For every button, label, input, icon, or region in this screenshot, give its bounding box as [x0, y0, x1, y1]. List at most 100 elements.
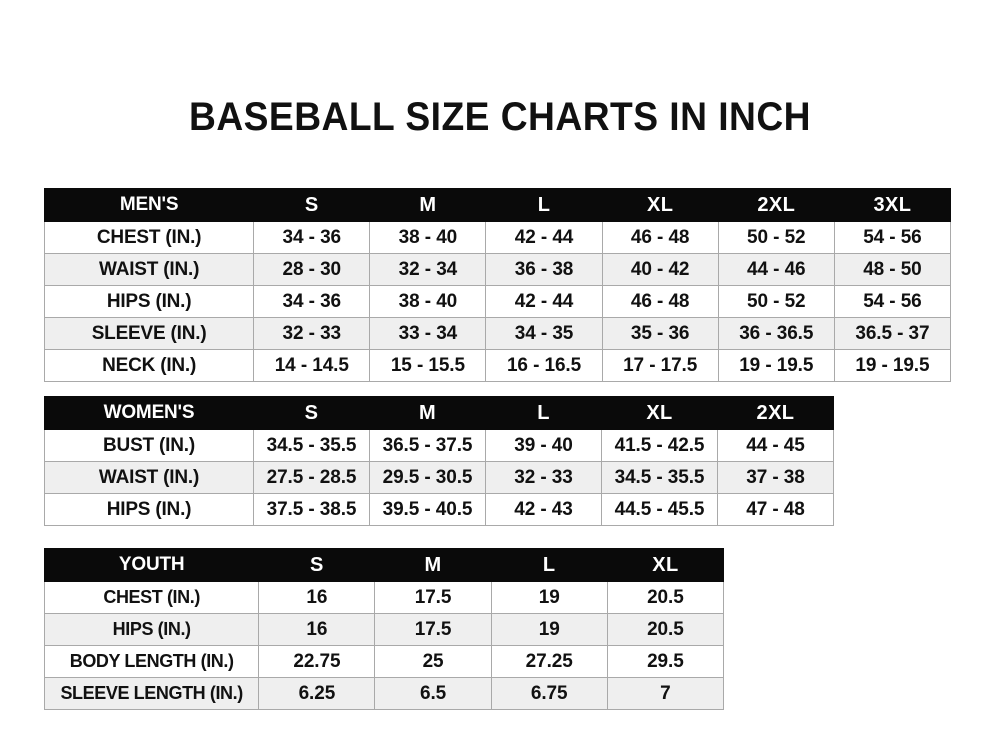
table-row: HIPS (IN.) 34 - 36 38 - 40 42 - 44 46 - 48 50…: [43, 285, 952, 318]
measurement-cell: 16: [258, 581, 376, 614]
mens-header-size-3xl: 3XL: [833, 188, 952, 222]
womens-table-head: WOMEN'S S M L XL 2XL: [44, 396, 834, 430]
measurement-cell: 42 - 44: [485, 221, 603, 254]
measurement-cell: 40 - 42: [601, 253, 719, 286]
measurement-cell: 15 - 15.5: [369, 349, 487, 382]
row-label: BODY LENGTH (IN.): [43, 645, 260, 678]
measurement-cell: 17.5: [374, 581, 492, 614]
measurement-cell: 46 - 48: [601, 285, 719, 318]
row-label: HIPS (IN.): [44, 493, 254, 526]
page-title: BASEBALL SIZE CHARTS IN INCH: [188, 94, 812, 139]
measurement-cell: 44 - 45: [717, 429, 834, 462]
womens-header-size-m: M: [369, 396, 486, 430]
womens-header-size-2xl: 2XL: [717, 396, 834, 430]
measurement-cell: 36 - 38: [485, 253, 603, 286]
measurement-cell: 19 - 19.5: [833, 349, 952, 382]
measurement-cell: 44.5 - 45.5: [601, 493, 718, 526]
table-row: WAIST (IN.) 27.5 - 28.5 29.5 - 30.5 32 - 33…: [44, 461, 834, 494]
measurement-cell: 54 - 56: [833, 285, 952, 318]
mens-header-size-xl: XL: [601, 188, 719, 222]
table-header-row: MEN'S S M L XL 2XL 3XL: [43, 188, 952, 222]
measurement-cell: 48 - 50: [833, 253, 952, 286]
row-label: HIPS (IN.): [43, 613, 260, 646]
youth-header-size-s: S: [258, 548, 376, 582]
table-row: BUST (IN.) 34.5 - 35.5 36.5 - 37.5 39 - 40 4…: [44, 429, 834, 462]
measurement-cell: 44 - 46: [717, 253, 835, 286]
measurement-cell: 16 - 16.5: [485, 349, 603, 382]
measurement-cell: 35 - 36: [601, 317, 719, 350]
table-row: SLEEVE LENGTH (IN.) 6.25 6.5 6.75 7: [43, 677, 725, 710]
measurement-cell: 6.5: [374, 677, 492, 710]
measurement-cell: 36.5 - 37: [833, 317, 952, 350]
measurement-cell: 34 - 36: [253, 285, 371, 318]
mens-table-body: CHEST (IN.) 34 - 36 38 - 40 42 - 44 46 - 48 5…: [43, 221, 952, 382]
measurement-cell: 27.25: [490, 645, 608, 678]
measurement-cell: 6.25: [258, 677, 376, 710]
measurement-cell: 37.5 - 38.5: [253, 493, 370, 526]
measurement-cell: 54 - 56: [833, 221, 952, 254]
measurement-cell: 29.5: [606, 645, 725, 678]
row-label: HIPS (IN.): [43, 285, 255, 318]
measurement-cell: 50 - 52: [717, 221, 835, 254]
table-row: HIPS (IN.) 16 17.5 19 20.5: [43, 613, 725, 646]
measurement-cell: 32 - 34: [369, 253, 487, 286]
row-label: NECK (IN.): [43, 349, 255, 382]
measurement-cell: 36 - 36.5: [717, 317, 835, 350]
table-row: NECK (IN.) 14 - 14.5 15 - 15.5 16 - 16.5 17 …: [43, 349, 952, 382]
measurement-cell: 34 - 35: [485, 317, 603, 350]
measurement-cell: 19 - 19.5: [717, 349, 835, 382]
table-row: HIPS (IN.) 37.5 - 38.5 39.5 - 40.5 42 - 43 4…: [44, 493, 834, 526]
row-label: BUST (IN.): [44, 429, 254, 462]
table-header-row: YOUTH S M L XL: [43, 548, 725, 582]
measurement-cell: 33 - 34: [369, 317, 487, 350]
youth-table-body: CHEST (IN.) 16 17.5 19 20.5 HIPS (IN.) 16 17.5 1…: [43, 581, 725, 710]
mens-header-size-l: L: [485, 188, 603, 222]
womens-header-category: WOMEN'S: [44, 396, 254, 430]
measurement-cell: 16: [258, 613, 376, 646]
measurement-cell: 32 - 33: [485, 461, 602, 494]
measurement-cell: 36.5 - 37.5: [369, 429, 486, 462]
measurement-cell: 38 - 40: [369, 221, 487, 254]
measurement-cell: 14 - 14.5: [253, 349, 371, 382]
womens-size-table: WOMEN'S S M L XL 2XL BUST (IN.) 34.5 - 35.5 36.…: [44, 396, 834, 526]
measurement-cell: 29.5 - 30.5: [369, 461, 486, 494]
table-row: SLEEVE (IN.) 32 - 33 33 - 34 34 - 35 35 - 36…: [43, 317, 952, 350]
measurement-cell: 27.5 - 28.5: [253, 461, 370, 494]
measurement-cell: 20.5: [606, 613, 725, 646]
measurement-cell: 17.5: [374, 613, 492, 646]
measurement-cell: 28 - 30: [253, 253, 371, 286]
measurement-cell: 19: [490, 581, 608, 614]
mens-size-table: MEN'S S M L XL 2XL 3XL CHEST (IN.) 34 - 36 38 - …: [43, 188, 952, 382]
measurement-cell: 47 - 48: [717, 493, 834, 526]
youth-size-table: YOUTH S M L XL CHEST (IN.) 16 17.5 19 20.5 HIPS (…: [43, 548, 725, 710]
measurement-cell: 25: [374, 645, 492, 678]
measurement-cell: 46 - 48: [601, 221, 719, 254]
womens-header-size-l: L: [485, 396, 602, 430]
mens-header-size-s: S: [253, 188, 371, 222]
mens-header-size-2xl: 2XL: [717, 188, 835, 222]
measurement-cell: 20.5: [606, 581, 725, 614]
row-label: SLEEVE LENGTH (IN.): [43, 677, 260, 710]
table-row: BODY LENGTH (IN.) 22.75 25 27.25 29.5: [43, 645, 725, 678]
youth-table-head: YOUTH S M L XL: [43, 548, 725, 582]
table-row: WAIST (IN.) 28 - 30 32 - 34 36 - 38 40 - 42 4…: [43, 253, 952, 286]
womens-header-size-s: S: [253, 396, 370, 430]
measurement-cell: 22.75: [258, 645, 376, 678]
measurement-cell: 50 - 52: [717, 285, 835, 318]
measurement-cell: 34 - 36: [253, 221, 371, 254]
measurement-cell: 39 - 40: [485, 429, 602, 462]
youth-header-size-m: M: [374, 548, 492, 582]
row-label: CHEST (IN.): [43, 221, 255, 254]
measurement-cell: 41.5 - 42.5: [601, 429, 718, 462]
table-row: CHEST (IN.) 16 17.5 19 20.5: [43, 581, 725, 614]
measurement-cell: 42 - 43: [485, 493, 602, 526]
womens-table-body: BUST (IN.) 34.5 - 35.5 36.5 - 37.5 39 - 40 4…: [44, 429, 834, 526]
row-label: CHEST (IN.): [43, 581, 260, 614]
row-label: WAIST (IN.): [44, 461, 254, 494]
measurement-cell: 42 - 44: [485, 285, 603, 318]
measurement-cell: 37 - 38: [717, 461, 834, 494]
measurement-cell: 7: [606, 677, 725, 710]
measurement-cell: 19: [490, 613, 608, 646]
mens-header-size-m: M: [369, 188, 487, 222]
row-label: WAIST (IN.): [43, 253, 255, 286]
